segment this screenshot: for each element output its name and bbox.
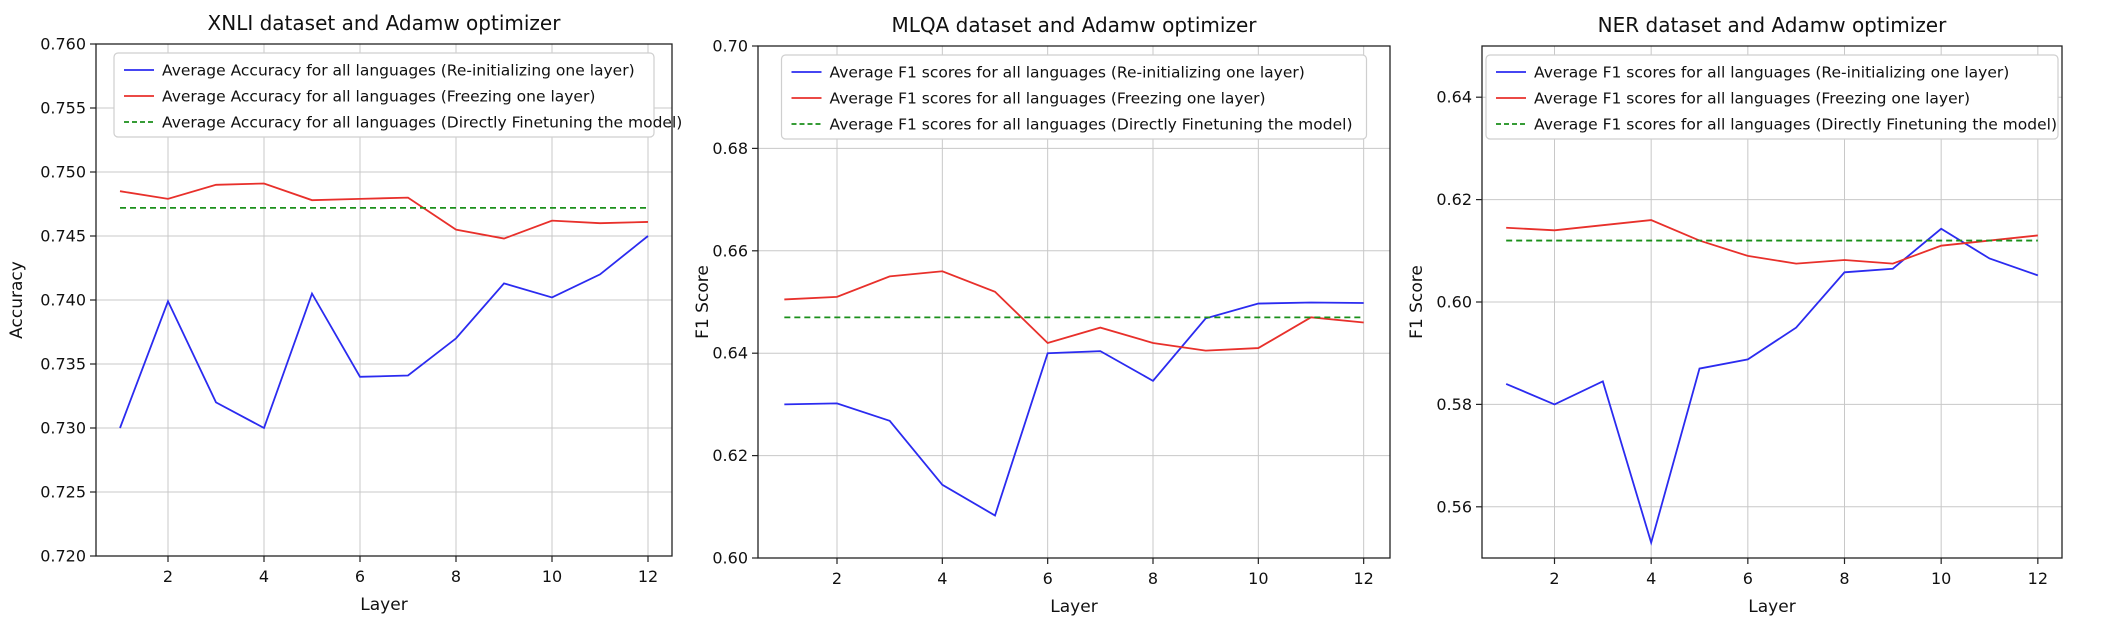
y-tick-label: 0.68 [712, 139, 748, 158]
series-line-2 [784, 270, 1364, 352]
y-tick-label: 0.730 [40, 419, 86, 438]
legend: Average Accuracy for all languages (Re-i… [113, 52, 682, 138]
x-tick-label: 8 [451, 567, 461, 586]
x-tick-label: 2 [1549, 569, 1559, 588]
chart-panel-1: 2 4 6 8 10 12 0.720 0.725 0.730 0.735 0.740 0.745 0.… [7, 11, 682, 615]
x-tick-label: 2 [163, 567, 173, 586]
x-tick-label: 4 [937, 569, 947, 588]
x-axis-label: Layer [1748, 597, 1795, 617]
chart-title: XNLI dataset and Adamw optimizer [208, 11, 562, 35]
x-tick-label: 4 [259, 567, 269, 586]
y-tick-label: 0.755 [40, 99, 86, 118]
y-tick-label: 0.60 [1436, 293, 1472, 312]
legend-box [780, 54, 1368, 140]
x-tick-label: 12 [2028, 569, 2048, 588]
y-tick-label: 0.720 [40, 547, 86, 566]
series-line-1 [1505, 227, 2039, 546]
series-line-2 [119, 182, 649, 240]
y-tick-label: 0.740 [40, 291, 86, 310]
x-axis-label: Layer [360, 595, 407, 615]
chart-title: MLQA dataset and Adamw optimizer [891, 13, 1257, 37]
y-tick-label: 0.760 [40, 35, 86, 54]
y-tick-label: 0.70 [712, 37, 748, 56]
x-tick-label: 2 [832, 569, 842, 588]
chart-panel-2: 2 4 6 8 10 12 0.60 0.62 0.64 0.66 0.68 0.70 MLQA dat… [693, 13, 1391, 617]
series-line-1 [784, 301, 1364, 517]
chart-title: NER dataset and Adamw optimizer [1598, 13, 1947, 37]
legend-entry: Average F1 scores for all languages (Fre… [830, 90, 1266, 108]
series-line-1 [119, 235, 649, 430]
y-tick-label: 0.62 [1436, 190, 1472, 209]
x-tick-label: 6 [1743, 569, 1753, 588]
plot-frame [757, 45, 1391, 559]
legend-box [113, 52, 655, 138]
y-axis-label: F1 Score [693, 265, 713, 339]
legend-box [1485, 54, 2059, 140]
legend-entry: Average Accuracy for all languages (Dire… [162, 114, 682, 132]
x-tick-label: 10 [1931, 569, 1951, 588]
x-axis-label: Layer [1050, 597, 1097, 617]
legend: Average F1 scores for all languages (Re-… [780, 54, 1368, 140]
legend-entry: Average F1 scores for all languages (Re-… [830, 64, 1305, 82]
y-tick-label: 0.58 [1436, 395, 1472, 414]
y-tick-label: 0.66 [712, 241, 748, 260]
legend-entry: Average F1 scores for all languages (Dir… [1534, 116, 2057, 134]
legend-entry: Average F1 scores for all languages (Re-… [1534, 64, 2009, 82]
y-tick-label: 0.750 [40, 163, 86, 182]
x-tick-label: 10 [1248, 569, 1268, 588]
x-tick-label: 8 [1839, 569, 1849, 588]
y-tick-label: 0.745 [40, 227, 86, 246]
y-tick-label: 0.60 [712, 549, 748, 568]
x-tick-label: 10 [542, 567, 562, 586]
x-tick-label: 4 [1646, 569, 1656, 588]
legend-entry: Average Accuracy for all languages (Free… [162, 88, 595, 106]
y-tick-label: 0.64 [1436, 88, 1472, 107]
legend: Average F1 scores for all languages (Re-… [1485, 54, 2059, 140]
y-tick-label: 0.62 [712, 446, 748, 465]
x-tick-label: 12 [1353, 569, 1373, 588]
y-tick-label: 0.735 [40, 355, 86, 374]
y-tick-label: 0.64 [712, 344, 748, 363]
y-tick-label: 0.56 [1436, 497, 1472, 516]
x-tick-label: 6 [355, 567, 365, 586]
legend-entry: Average F1 scores for all languages (Dir… [830, 116, 1353, 134]
legend-entry: Average Accuracy for all languages (Re-i… [162, 62, 635, 80]
x-tick-label: 6 [1043, 569, 1053, 588]
x-tick-label: 8 [1148, 569, 1158, 588]
y-axis-label: Accuracy [7, 261, 27, 339]
series-line-2 [1506, 219, 2038, 265]
legend-entry: Average F1 scores for all languages (Fre… [1534, 90, 1970, 108]
y-tick-label: 0.725 [40, 483, 86, 502]
y-axis-label: F1 Score [1407, 265, 1427, 339]
chart-panel-3: 2 4 6 8 10 12 0.56 0.58 0.60 0.62 0.64 NER dataset … [1407, 13, 2063, 617]
x-tick-label: 12 [638, 567, 658, 586]
